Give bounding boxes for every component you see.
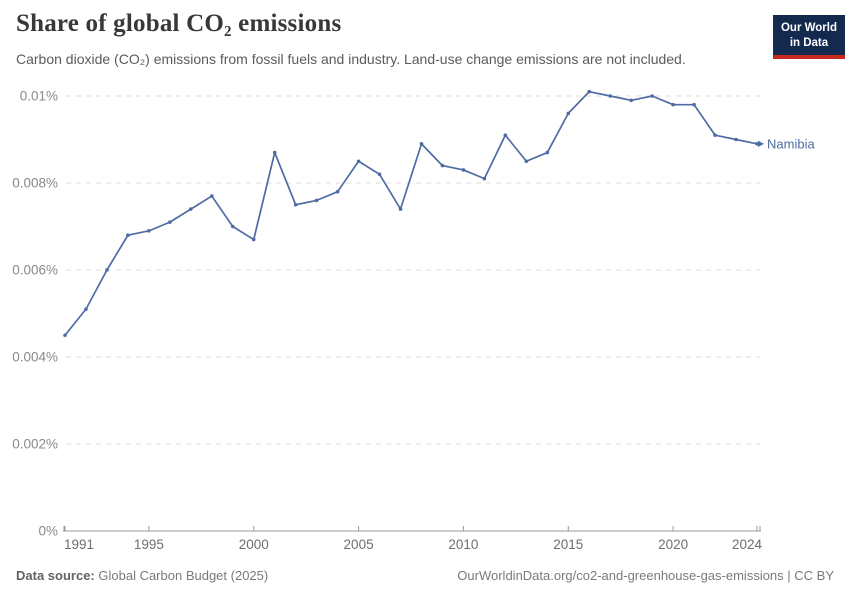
line-end-arrow <box>758 140 764 148</box>
data-point-marker[interactable] <box>105 268 109 272</box>
chart-footer: Data source: Global Carbon Budget (2025)… <box>16 568 834 583</box>
y-axis-tick-label: 0.002% <box>12 437 58 452</box>
x-axis-tick-label: 2015 <box>553 537 583 552</box>
data-point-marker[interactable] <box>503 133 508 137</box>
data-point-marker[interactable] <box>419 142 424 146</box>
data-point-marker[interactable] <box>608 94 613 98</box>
x-axis-tick-label: 2010 <box>448 537 478 552</box>
data-point-marker[interactable] <box>84 307 88 311</box>
data-point-marker[interactable] <box>63 333 67 338</box>
data-point-marker[interactable] <box>482 176 487 181</box>
y-axis-tick-label: 0.008% <box>12 176 58 191</box>
data-point-marker[interactable] <box>251 237 256 242</box>
data-point-marker[interactable] <box>293 202 298 207</box>
data-point-marker[interactable] <box>629 98 633 103</box>
data-point-marker[interactable] <box>524 159 529 164</box>
x-axis-tick-label: 2000 <box>239 537 269 552</box>
data-point-marker[interactable] <box>566 111 571 116</box>
data-source-value: Global Carbon Budget (2025) <box>98 568 269 583</box>
data-point-marker[interactable] <box>398 207 403 211</box>
owid-logo[interactable]: Our World in Data <box>772 15 845 59</box>
data-source-label: Data source: <box>16 568 95 583</box>
page-title: Share of global CO₂ emissions <box>16 10 342 37</box>
y-axis-tick-label: 0.006% <box>12 263 58 278</box>
x-axis-tick-label: 1995 <box>134 537 164 552</box>
data-point-marker[interactable] <box>755 142 759 146</box>
data-point-marker[interactable] <box>168 220 172 224</box>
series-label-namibia[interactable]: Namibia <box>767 136 815 151</box>
data-point-marker[interactable] <box>713 133 717 137</box>
owid-logo-line1: Our World <box>780 22 837 34</box>
data-point-marker[interactable] <box>671 102 675 107</box>
footer-link[interactable]: OurWorldinData.org/co2-and-greenhouse-ga… <box>457 568 834 583</box>
x-axis-tick-label: 2005 <box>344 537 374 552</box>
data-point-marker[interactable] <box>650 94 654 98</box>
x-axis-tick-label: 1991 <box>64 537 94 552</box>
y-axis-tick-label: 0% <box>38 524 58 539</box>
data-point-marker[interactable] <box>209 194 214 198</box>
data-point-marker[interactable] <box>272 150 277 155</box>
data-point-marker[interactable] <box>314 198 319 203</box>
data-point-marker[interactable] <box>587 89 592 94</box>
data-point-marker[interactable] <box>734 137 738 142</box>
y-axis-tick-label: 0.01% <box>20 89 58 104</box>
data-point-marker[interactable] <box>189 207 193 211</box>
data-point-marker[interactable] <box>335 189 340 194</box>
data-point-marker[interactable] <box>126 233 130 237</box>
data-point-marker[interactable] <box>692 102 696 107</box>
data-point-marker[interactable] <box>356 159 361 164</box>
owid-logo-line2: in Data <box>789 36 829 49</box>
data-point-marker[interactable] <box>440 163 445 168</box>
x-axis-tick-label: 2020 <box>658 537 688 552</box>
namibia-line[interactable] <box>64 90 758 337</box>
data-point-marker[interactable] <box>230 224 235 229</box>
x-axis-tick-label: 2024 <box>732 537 763 552</box>
data-point-marker[interactable] <box>147 229 151 233</box>
y-axis-tick-label: 0.004% <box>12 350 58 365</box>
data-source: Data source: Global Carbon Budget (2025) <box>16 568 268 583</box>
data-point-marker[interactable] <box>461 168 466 172</box>
chart-subtitle: Carbon dioxide (CO₂) emissions from foss… <box>16 51 686 67</box>
data-point-marker[interactable] <box>377 172 382 177</box>
data-point-marker[interactable] <box>545 150 550 155</box>
